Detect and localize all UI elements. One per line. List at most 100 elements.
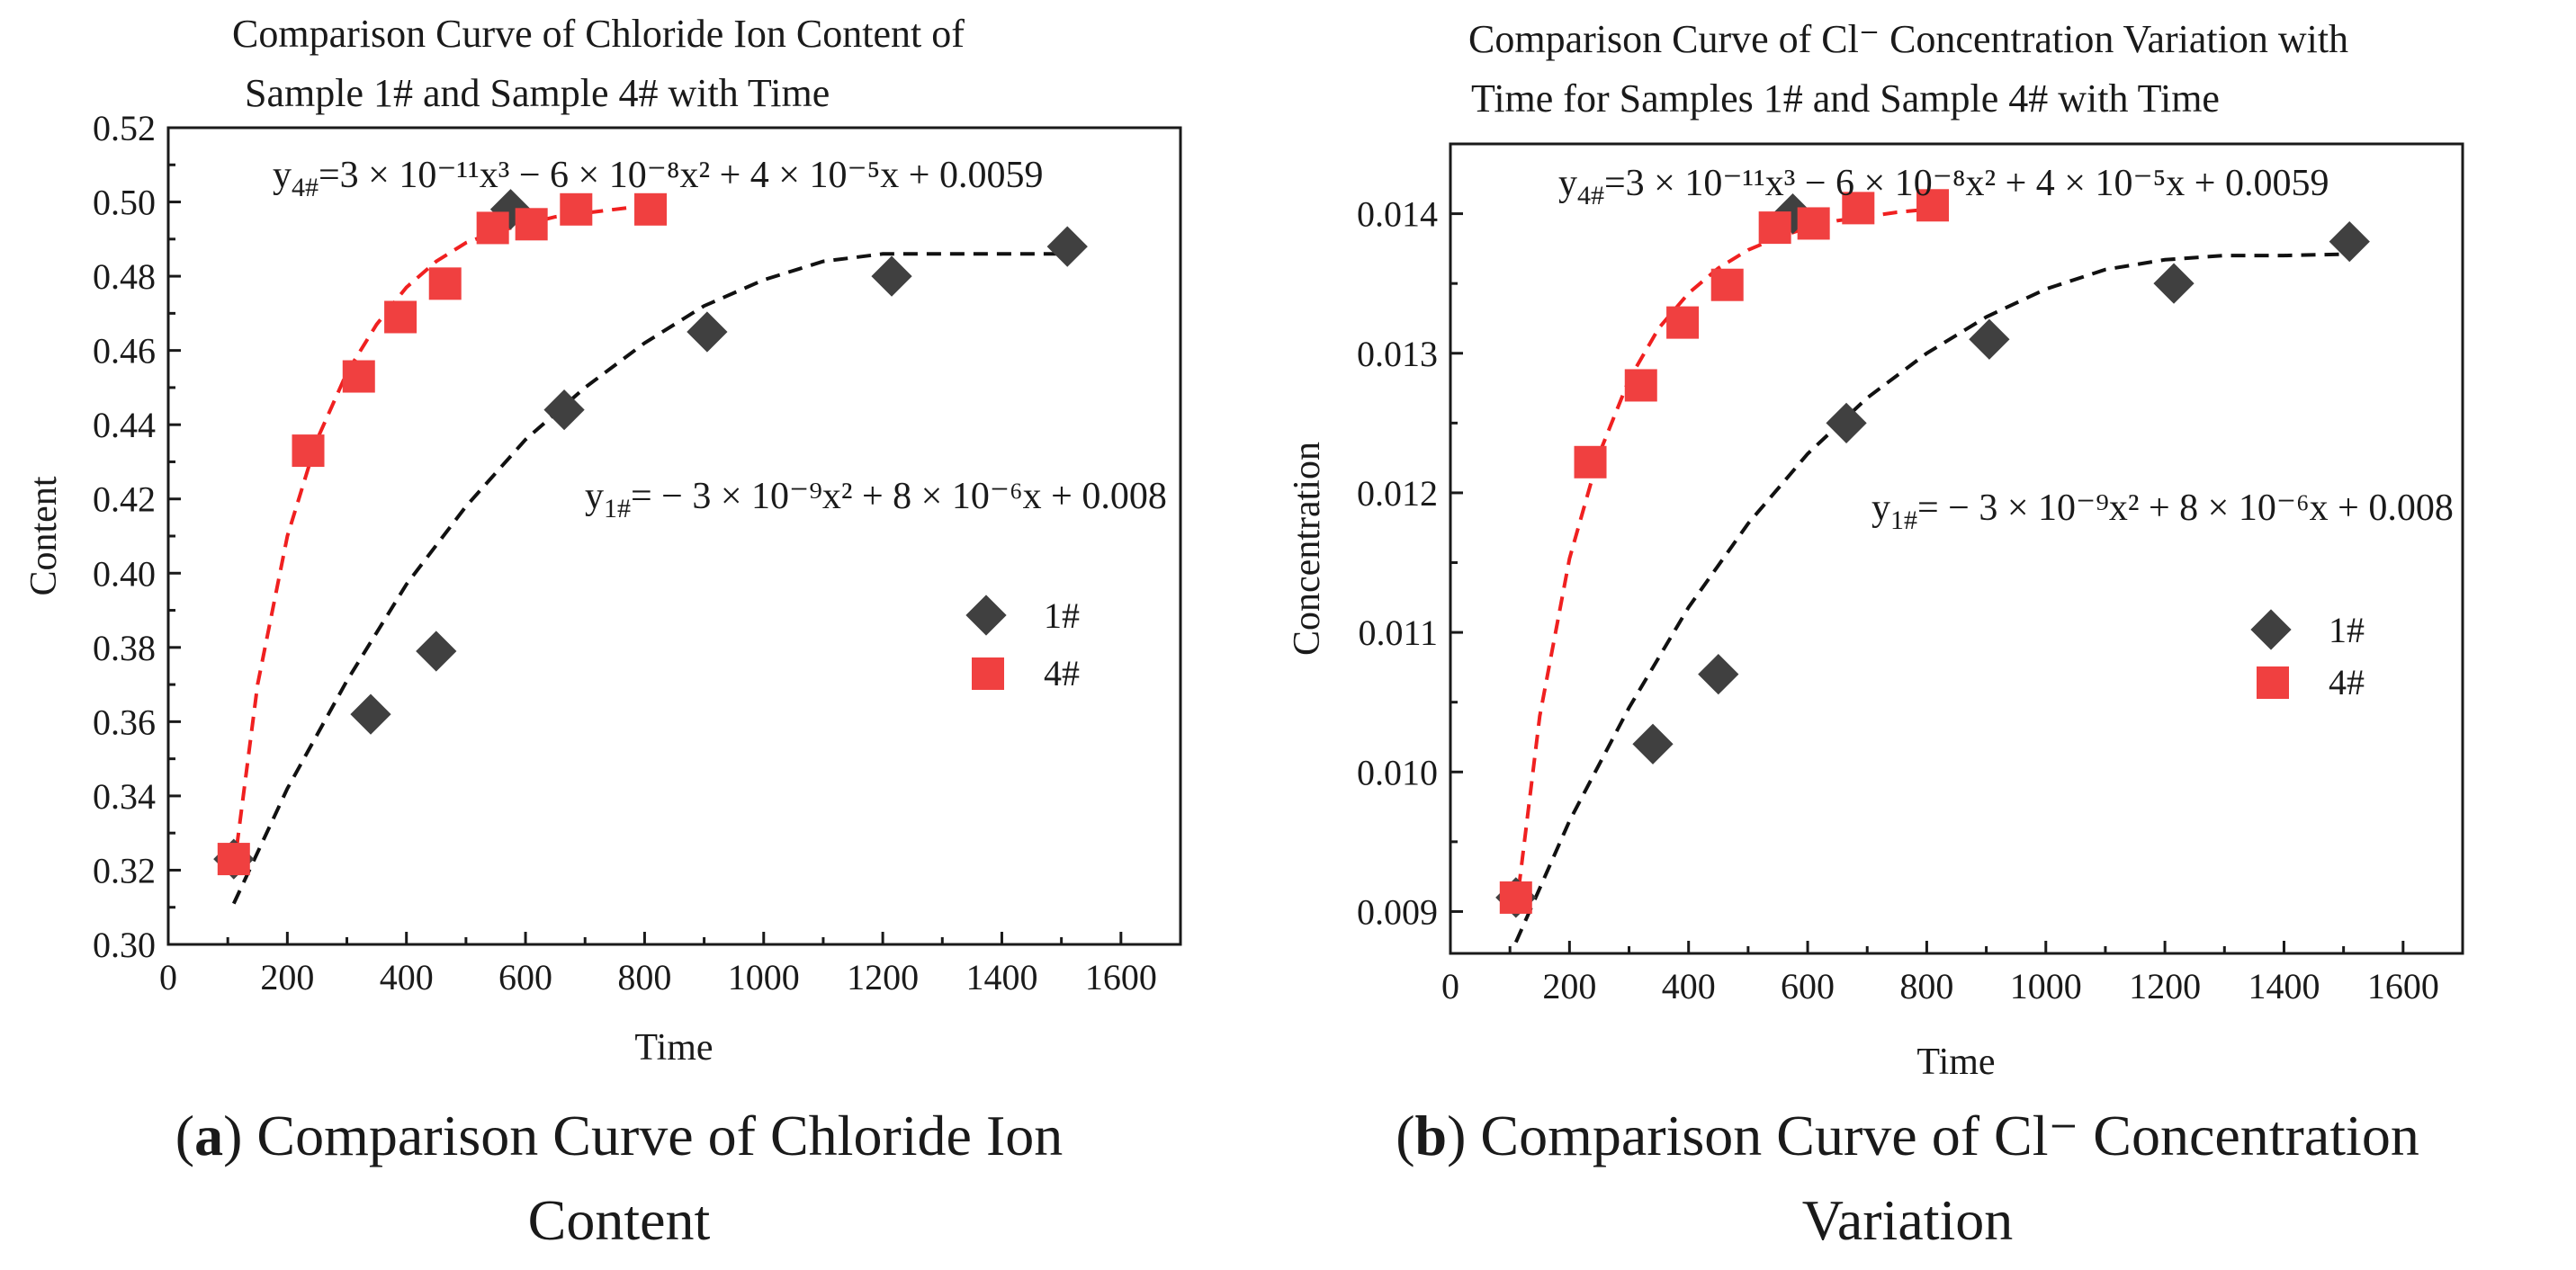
data-point-1 [871, 255, 912, 297]
y-tick-label: 0.42 [93, 479, 156, 520]
data-point-1 [350, 693, 391, 735]
data-point-4 [292, 434, 325, 468]
x-tick-label: 1000 [2010, 966, 2082, 1006]
y-ticks: 0.30 0.32 0.34 0.36 0.38 0.40 0.42 0.44 0.46 0.48… [93, 108, 181, 965]
legend-label-1: 1# [1044, 595, 1080, 636]
data-point-4 [384, 300, 417, 334]
legend-marker-4 [2257, 666, 2289, 699]
equation-4: y4#=3 × 10⁻¹¹x³ − 6 × 10⁻⁸x² + 4 × 10⁻⁵x… [273, 155, 1043, 202]
x-tick-label: 1400 [965, 957, 1037, 997]
y-tick-label: 0.012 [1357, 473, 1438, 514]
data-points [1495, 189, 2370, 918]
data-point-4 [634, 192, 668, 226]
y-tick-label: 0.52 [93, 108, 156, 148]
y-tick-label: 0.46 [93, 331, 156, 371]
equation-1-subscript: 1# [604, 494, 631, 523]
data-point-4 [217, 843, 250, 876]
caption-a-label: a [194, 1104, 223, 1167]
x-tick-label: 1200 [847, 957, 919, 997]
legend-label-4: 4# [2329, 662, 2365, 702]
data-point-4 [428, 267, 462, 300]
x-tick-label: 0 [1441, 966, 1459, 1006]
fit-curve-1 [1513, 252, 2344, 944]
y-tick-label: 0.38 [93, 628, 156, 668]
data-point-4 [1758, 211, 1791, 245]
y-tick-label: 0.30 [93, 925, 156, 965]
equation-1: y1#= − 3 × 10⁻⁹x² + 8 × 10⁻⁶x + 0.008 [585, 476, 1167, 523]
equation-1-prefix: y [1871, 487, 1890, 529]
equation-4: y4#=3 × 10⁻¹¹x³ − 6 × 10⁻⁸x² + 4 × 10⁻⁵x… [1558, 163, 2329, 210]
data-points [213, 189, 1088, 880]
data-point-4 [342, 360, 375, 393]
x-tick-label: 600 [1781, 966, 1835, 1006]
y-tick-label: 0.44 [93, 405, 156, 445]
legend: 1# 4# [965, 595, 1080, 693]
caption-a-line-2: Content [528, 1188, 711, 1252]
panel-b: Comparison Curve of Cl⁻ Concentration Va… [1287, 17, 2464, 1252]
chart-title-line-2: Time for Samples 1# and Sample 4# with T… [1471, 76, 2220, 121]
caption-b-line-2: Variation [1802, 1188, 2014, 1252]
y-tick-label: 0.011 [1358, 613, 1438, 653]
x-tick-label: 800 [617, 957, 671, 997]
equation-4-body: =3 × 10⁻¹¹x³ − 6 × 10⁻⁸x² + 4 × 10⁻⁵x + … [319, 155, 1043, 196]
chart-title-line-1: Comparison Curve of Chloride Ion Content… [232, 12, 965, 56]
x-tick-label: 200 [1542, 966, 1596, 1006]
chart-title-line-1: Comparison Curve of Cl⁻ Concentration Va… [1468, 17, 2348, 61]
legend-marker-1 [965, 595, 1007, 636]
legend: 1# 4# [2250, 609, 2365, 702]
caption-b: (b) Comparison Curve of Cl⁻ Concentratio… [1396, 1104, 2419, 1167]
legend-marker-1 [2250, 609, 2292, 650]
x-axis-label: Time [634, 1027, 713, 1069]
x-tick-label: 400 [380, 957, 434, 997]
data-point-4 [515, 208, 548, 241]
caption-a: (a) Comparison Curve of Chloride Ion [175, 1104, 1064, 1167]
data-point-1 [1826, 402, 1867, 443]
data-point-4 [1499, 881, 1532, 914]
y-tick-label: 0.009 [1357, 891, 1438, 932]
equation-1-body: = − 3 × 10⁻⁹x² + 8 × 10⁻⁶x + 0.008 [631, 476, 1167, 517]
x-tick-label: 400 [1662, 966, 1716, 1006]
caption-a-text: Comparison Curve of Chloride Ion [242, 1104, 1063, 1167]
y-tick-label: 0.36 [93, 702, 156, 742]
caption-b-text: Comparison Curve of Cl⁻ Concentration [1466, 1104, 2419, 1167]
data-point-4 [560, 192, 593, 226]
equation-1: y1#= − 3 × 10⁻⁹x² + 8 × 10⁻⁶x + 0.008 [1871, 487, 2454, 535]
panel-a: Comparison Curve of Chloride Ion Content… [23, 12, 1182, 1252]
fit-curve-1 [231, 252, 1062, 905]
x-tick-label: 1000 [728, 957, 800, 997]
data-point-4 [1574, 445, 1607, 478]
fit-curves [1513, 207, 2344, 944]
x-tick-label: 1400 [2248, 966, 2320, 1006]
x-tick-label: 0 [159, 957, 177, 997]
x-ticks: 0 200 400 600 800 1000 1200 1400 1600 [159, 932, 1157, 997]
y-tick-label: 0.50 [93, 183, 156, 223]
legend-label-1: 1# [2329, 610, 2365, 650]
x-tick-label: 200 [260, 957, 314, 997]
data-point-1 [2153, 263, 2195, 304]
data-point-4 [1624, 369, 1657, 402]
y-ticks: 0.009 0.010 0.011 0.012 0.013 0.014 [1357, 194, 1463, 932]
data-point-4 [1916, 189, 1950, 222]
legend-marker-4 [972, 657, 1004, 690]
y-tick-label: 0.40 [93, 553, 156, 594]
equation-1-body: = − 3 × 10⁻⁹x² + 8 × 10⁻⁶x + 0.008 [1917, 487, 2454, 529]
y-tick-label: 0.48 [93, 256, 156, 297]
data-point-1 [1698, 654, 1739, 695]
data-point-1 [1046, 226, 1088, 267]
fit-curve-4 [1513, 207, 1927, 912]
equation-4-prefix: y [1558, 163, 1577, 204]
equation-4-subscript: 4# [1577, 181, 1604, 210]
x-tick-label: 1200 [2129, 966, 2201, 1006]
x-tick-label: 1600 [1085, 957, 1157, 997]
equation-4-prefix: y [273, 155, 292, 196]
x-axis-label: Time [1916, 1042, 1995, 1083]
x-ticks: 0 200 400 600 800 1000 1200 1400 1600 [1441, 941, 2439, 1006]
equation-1-prefix: y [585, 476, 604, 517]
chart-title-line-2: Sample 1# and Sample 4# with Time [245, 71, 830, 115]
plot-frame [1449, 142, 2464, 955]
equation-4-subscript: 4# [292, 173, 319, 202]
equation-4-body: =3 × 10⁻¹¹x³ − 6 × 10⁻⁸x² + 4 × 10⁻⁵x + … [1604, 163, 2329, 204]
data-point-4 [1797, 207, 1830, 240]
x-tick-label: 1600 [2367, 966, 2439, 1006]
plot-frame [166, 126, 1182, 946]
